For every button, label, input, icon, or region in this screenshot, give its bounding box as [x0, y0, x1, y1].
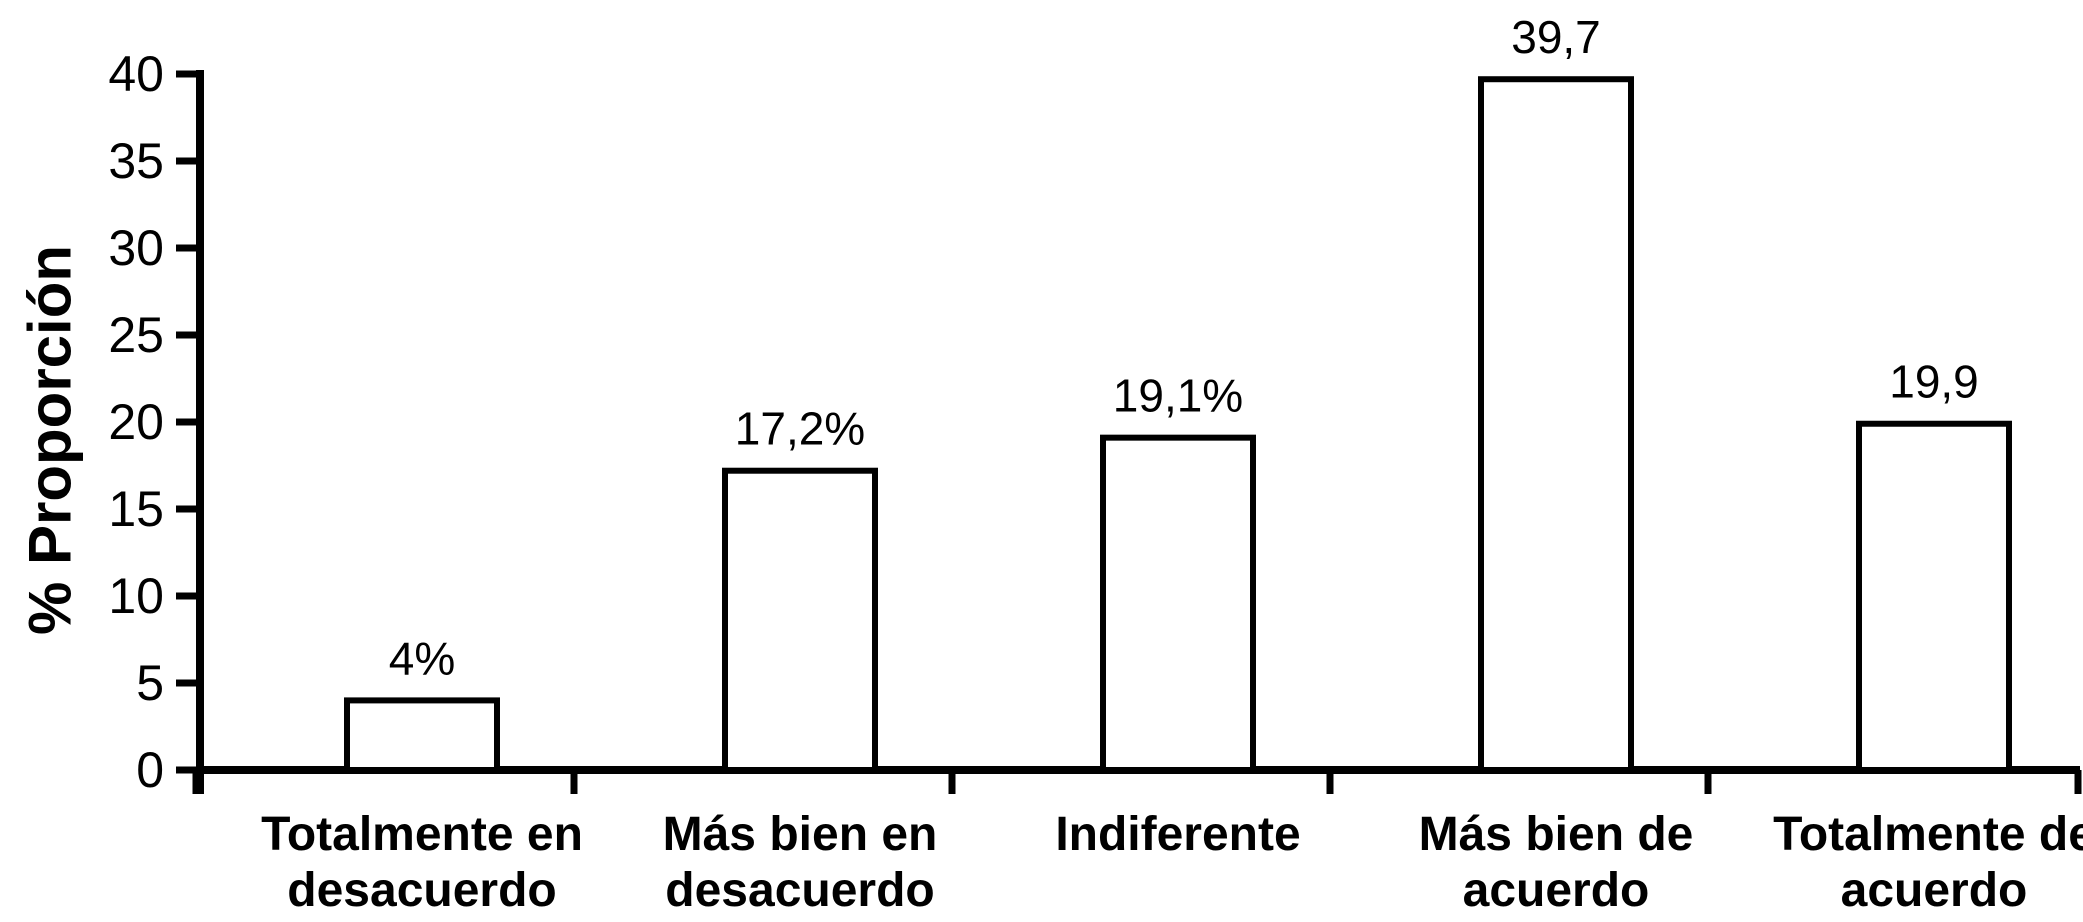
x-category-label: Más bien en desacuerdo: [663, 808, 938, 917]
y-tick-label: 0: [136, 742, 164, 798]
y-axis-title: % Proporción: [16, 244, 84, 636]
bar-value-label: 19,1%: [1113, 370, 1243, 422]
bar: [1856, 420, 2012, 773]
bar-value-label: 4%: [389, 632, 455, 684]
bar-value-label: 19,9: [1889, 356, 1979, 408]
y-tick-label: 35: [108, 133, 164, 189]
y-tick-label: 30: [108, 220, 164, 276]
bars-group: [344, 76, 2012, 774]
bar-value-label: 39,7: [1511, 11, 1601, 63]
y-tick-label: 25: [108, 307, 164, 363]
y-tick-label: 40: [108, 46, 164, 102]
x-axis: [192, 766, 2082, 794]
y-tick-label: 5: [136, 655, 164, 711]
x-category-label: Más bien de acuerdo: [1419, 808, 1694, 917]
bar-value-label: 17,2%: [735, 403, 865, 455]
x-category-label: Totalmente en desacuerdo: [261, 808, 583, 917]
y-tick-label: 15: [108, 481, 164, 537]
labels-group: 4% Totalmente en desacuerdo 17,2% Más bien e…: [261, 11, 2083, 917]
y-tick-label: 20: [108, 394, 164, 450]
bar: [344, 697, 500, 774]
x-category-label: Indiferente: [1055, 808, 1300, 861]
bar: [722, 467, 878, 773]
y-tick-label: 10: [108, 568, 164, 624]
bar: [1478, 76, 1634, 774]
y-axis: 0 5 10 15 20 25 30 35 40: [108, 46, 204, 798]
x-category-label: Totalmente de acuerdo: [1773, 808, 2083, 917]
bar: [1100, 434, 1256, 773]
